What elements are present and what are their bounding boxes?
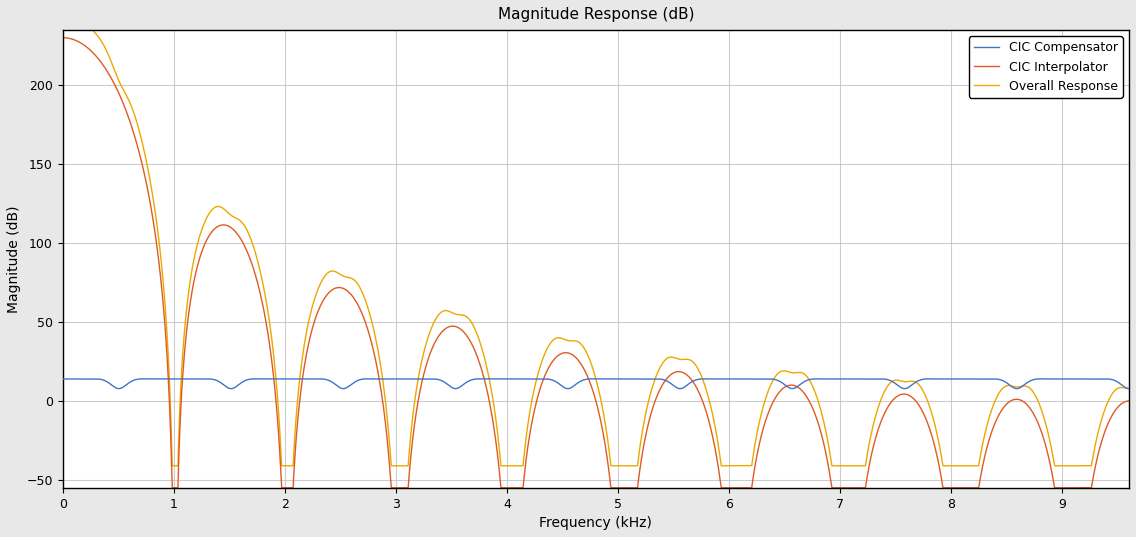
- Overall Response: [321, 269, 335, 275]
- CIC Compensator: [56, 376, 69, 382]
- Overall Response: [1122, 386, 1136, 392]
- Y-axis label: Magnitude (dB): Magnitude (dB): [7, 205, 20, 313]
- CIC Interpolator: [701, 413, 715, 420]
- CIC Interpolator: [741, 484, 754, 491]
- CIC Interpolator: [166, 484, 179, 491]
- CIC Compensator: [741, 376, 754, 382]
- Line: CIC Compensator: CIC Compensator: [62, 379, 1129, 389]
- CIC Compensator: [874, 376, 887, 382]
- CIC Compensator: [1122, 386, 1136, 392]
- Overall Response: [701, 391, 715, 398]
- Overall Response: [56, 376, 69, 382]
- Overall Response: [1053, 462, 1067, 469]
- CIC Interpolator: [819, 452, 833, 459]
- CIC Interpolator: [56, 34, 69, 41]
- Overall Response: [819, 430, 833, 437]
- Legend: CIC Compensator, CIC Interpolator, Overall Response: CIC Compensator, CIC Interpolator, Overa…: [969, 37, 1122, 98]
- CIC Compensator: [321, 377, 335, 383]
- CIC Interpolator: [1122, 398, 1136, 404]
- CIC Compensator: [560, 386, 574, 392]
- Overall Response: [741, 462, 754, 469]
- CIC Interpolator: [560, 350, 574, 356]
- Title: Magnitude Response (dB): Magnitude Response (dB): [498, 7, 694, 22]
- Overall Response: [560, 337, 574, 344]
- CIC Interpolator: [56, 398, 69, 404]
- Overall Response: [56, 12, 69, 19]
- Line: CIC Interpolator: CIC Interpolator: [62, 38, 1129, 488]
- X-axis label: Frequency (kHz): Frequency (kHz): [540, 516, 652, 530]
- CIC Compensator: [819, 376, 833, 382]
- CIC Compensator: [1053, 376, 1067, 382]
- CIC Interpolator: [1053, 484, 1067, 491]
- Overall Response: [1085, 462, 1099, 469]
- CIC Compensator: [701, 376, 715, 382]
- Line: Overall Response: Overall Response: [62, 16, 1129, 466]
- CIC Interpolator: [321, 290, 335, 296]
